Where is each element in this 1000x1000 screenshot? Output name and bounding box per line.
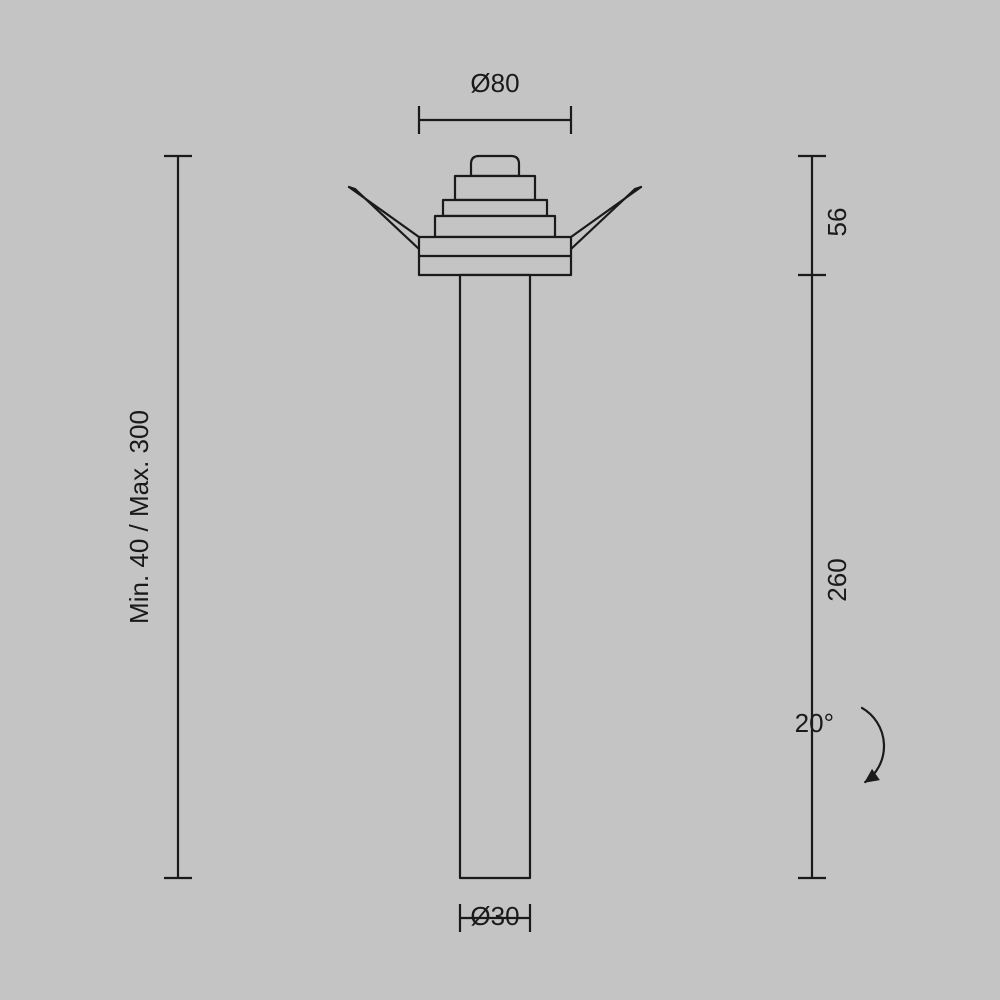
upper-height-label: 56 (822, 208, 852, 237)
top-diameter-label: Ø80 (470, 68, 519, 98)
dimension-diagram: Ø80 Ø30 Min. 40 / Max. 300 56 260 20° (0, 0, 1000, 1000)
left-range-label: Min. 40 / Max. 300 (124, 410, 154, 624)
angle-label: 20° (795, 708, 834, 738)
bottom-diameter-label: Ø30 (470, 901, 519, 931)
lower-height-label: 260 (822, 558, 852, 601)
